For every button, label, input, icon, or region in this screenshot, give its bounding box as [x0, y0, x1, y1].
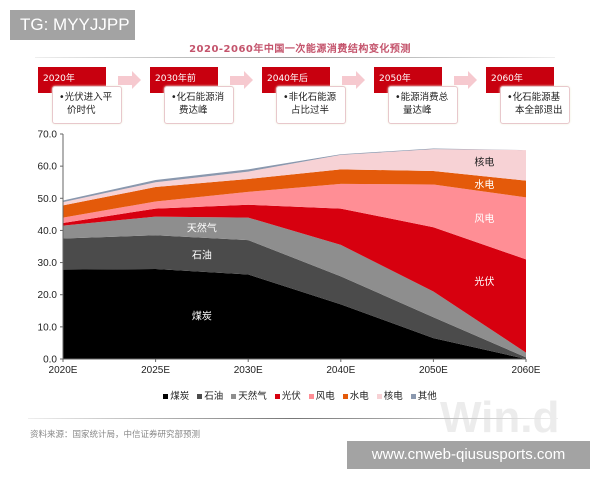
x-tick-label: 2050E: [419, 365, 448, 376]
area-1: [63, 269, 526, 359]
timeline-step-text: 占比过半: [291, 105, 330, 116]
y-tick-label: 30.0: [38, 258, 58, 269]
legend-item: 风电: [308, 391, 335, 402]
legend-swatch: [231, 394, 237, 399]
timeline-step-card: •非化石能源 占比过半: [276, 86, 346, 124]
timeline-step-text: •非化石能源: [283, 92, 337, 103]
timeline-step-text: 费达峰: [179, 105, 208, 116]
x-tick-label: 2060E: [512, 365, 541, 376]
y-tick-label: 20.0: [38, 290, 58, 301]
legend-swatch: [274, 394, 280, 399]
legend-label: 天然气: [238, 391, 267, 402]
series-label: 核电: [474, 156, 494, 169]
timeline-step-text: •化石能源基: [507, 92, 561, 103]
chart-title: 2020-2060年中国一次能源消费结构变化预测: [189, 44, 411, 55]
area-6: [63, 169, 526, 218]
area-5: [63, 183, 526, 260]
legend-swatch: [410, 394, 416, 399]
y-tick-label: 50.0: [38, 194, 58, 205]
timeline-step-card: •能源消费总 量达峰: [388, 86, 458, 124]
legend-label: 风电: [315, 391, 335, 402]
x-tick-label: 2025E: [141, 365, 170, 376]
x-tick-label: 2020E: [49, 365, 78, 376]
legend-label: 煤炭: [170, 391, 190, 402]
timeline-step-text: •光伏进入平: [59, 92, 113, 103]
series-label: 光伏: [474, 275, 494, 288]
timeline-step-card: •光伏进入平 价时代: [52, 86, 122, 124]
y-tick-label: 10.0: [38, 322, 58, 333]
watermark: Win.d: [440, 393, 560, 442]
legend-swatch: [308, 394, 314, 399]
legend-item: 煤炭: [163, 391, 189, 402]
legend-item: 其他: [410, 391, 437, 402]
legend-swatch: [342, 394, 348, 399]
legend-swatch: [376, 394, 382, 399]
legend-label: 其他: [417, 391, 437, 402]
area-2: [63, 235, 526, 359]
area-3: [63, 216, 526, 358]
timeline-step-text: 量达峰: [403, 105, 432, 116]
area-7: [63, 149, 526, 206]
x-tick-label: 2040E: [326, 365, 355, 376]
legend-label: 石油: [204, 391, 224, 402]
title-divider: [35, 57, 555, 58]
legend-swatch: [163, 394, 169, 399]
legend-label: 水电: [349, 391, 369, 402]
area-4: [63, 204, 526, 353]
legend-label: 光伏: [281, 391, 301, 402]
legend: 煤炭 石油 天然气 光伏 风电 水电 核电 其他: [0, 388, 600, 402]
timeline-step-card: •化石能源消 费达峰: [164, 86, 234, 124]
x-tick-label: 2030E: [234, 365, 263, 376]
legend-item: 石油: [197, 391, 223, 402]
legend-item: 天然气: [231, 391, 267, 402]
timeline-step-text: 价时代: [67, 105, 96, 116]
series-label: 天然气: [187, 221, 217, 234]
y-tick-label: 60.0: [38, 162, 58, 173]
legend-item: 光伏: [274, 391, 301, 402]
timeline-step-text: •化石能源消: [171, 92, 225, 103]
y-tick-label: 70.0: [38, 130, 58, 141]
series-label: 煤炭: [192, 309, 212, 322]
series-label: 石油: [192, 249, 212, 262]
legend-item: 核电: [376, 391, 403, 402]
overlay-url: www.cnweb-qiususports.com: [347, 441, 590, 469]
legend-item: 水电: [342, 391, 369, 402]
y-tick-label: 40.0: [38, 226, 58, 237]
overlay-tag: TG: MYYJJPP: [10, 10, 135, 40]
timeline-step-card: •化石能源基 本全部退出: [500, 86, 570, 124]
timeline-step-text: 本全部退出: [515, 105, 563, 116]
y-tick-label: 0.0: [43, 355, 57, 366]
legend-label: 核电: [383, 391, 403, 402]
series-label: 风电: [474, 212, 494, 225]
series-label: 水电: [474, 178, 494, 191]
source-divider: [28, 418, 558, 419]
legend-swatch: [197, 394, 203, 399]
source-note: 资料来源：国家统计局，中信证券研究部预测: [30, 430, 201, 440]
timeline-step-text: •能源消费总: [395, 92, 449, 103]
